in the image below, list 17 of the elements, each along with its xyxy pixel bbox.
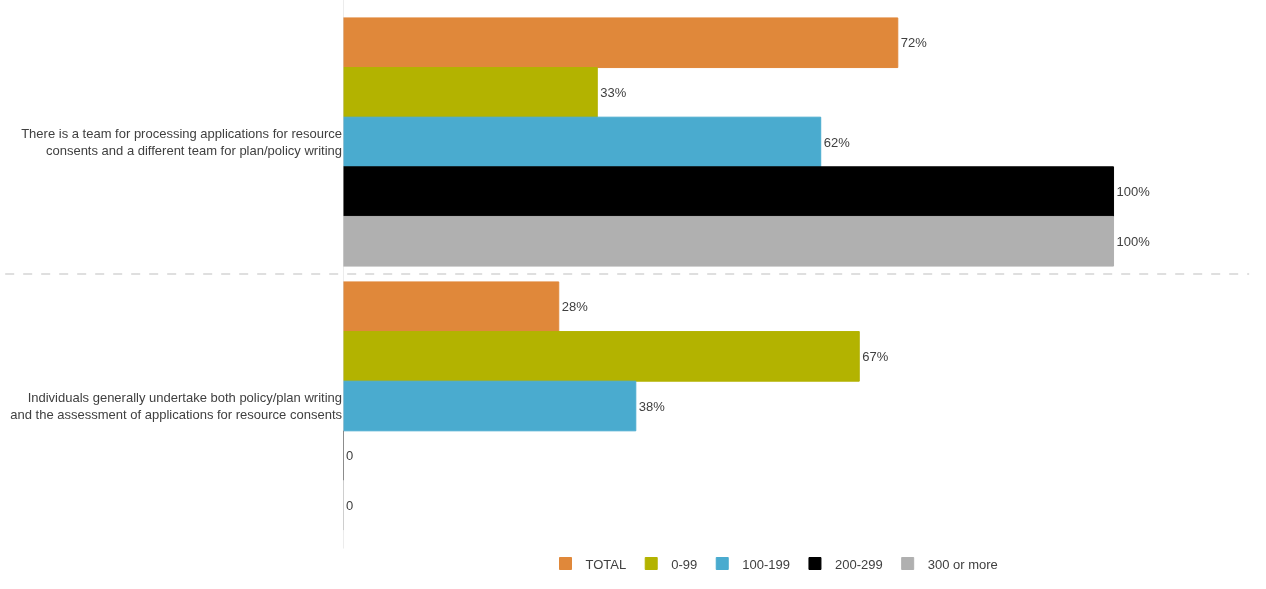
data-label: 67% bbox=[862, 348, 889, 364]
legend-label: 200-299 bbox=[834, 556, 883, 572]
legend-label: 100-199 bbox=[742, 556, 790, 572]
data-label: 100% bbox=[1116, 233, 1151, 249]
data-label: 100% bbox=[1116, 184, 1151, 200]
y-tick-label: There is a team for processing applications for resource consents and a different team for plan/policy writing bbox=[21, 126, 342, 158]
data-label: 72% bbox=[900, 35, 928, 51]
data-label: 62% bbox=[823, 134, 851, 150]
legend-label: 300 or more bbox=[927, 556, 998, 572]
data-label: 28% bbox=[561, 299, 589, 315]
y-tick-label: Individuals generally undertake both policy/plan writing and the assessment of applications for resource consents bbox=[10, 390, 343, 422]
data-label: 0 bbox=[346, 497, 354, 513]
data-label: 33% bbox=[600, 84, 627, 100]
legend-label: TOTAL bbox=[585, 556, 627, 572]
data-label: 0 bbox=[346, 448, 354, 464]
data-label: 38% bbox=[638, 398, 666, 414]
legend-label: 0-99 bbox=[671, 556, 698, 572]
